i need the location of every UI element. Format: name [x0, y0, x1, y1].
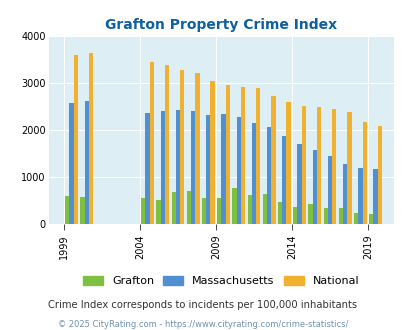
Bar — [342, 164, 346, 224]
Bar — [236, 117, 240, 224]
Bar — [171, 192, 175, 224]
Bar — [217, 198, 221, 224]
Bar — [301, 106, 305, 224]
Bar — [195, 73, 199, 224]
Bar — [141, 198, 145, 224]
Bar — [232, 188, 236, 224]
Bar — [210, 82, 214, 224]
Title: Grafton Property Crime Index: Grafton Property Crime Index — [105, 18, 337, 32]
Bar — [346, 112, 351, 224]
Bar — [69, 103, 73, 224]
Text: © 2025 CityRating.com - https://www.cityrating.com/crime-statistics/: © 2025 CityRating.com - https://www.city… — [58, 319, 347, 329]
Bar — [180, 70, 184, 224]
Bar — [164, 65, 169, 224]
Bar — [312, 149, 316, 224]
Bar — [308, 204, 312, 224]
Bar — [368, 214, 373, 224]
Bar — [357, 168, 362, 224]
Bar — [362, 122, 366, 224]
Bar — [84, 101, 89, 224]
Bar — [80, 197, 84, 224]
Bar — [262, 194, 266, 224]
Bar — [190, 111, 195, 224]
Bar — [353, 213, 357, 224]
Bar — [297, 144, 301, 224]
Bar — [175, 110, 180, 224]
Bar — [221, 115, 225, 224]
Bar — [323, 208, 327, 224]
Bar — [156, 200, 160, 224]
Bar — [160, 111, 164, 224]
Bar — [225, 85, 229, 224]
Bar — [338, 209, 342, 224]
Bar — [281, 137, 286, 224]
Bar — [240, 87, 245, 224]
Bar — [247, 195, 251, 224]
Bar — [145, 113, 149, 224]
Bar — [256, 88, 260, 224]
Bar — [286, 102, 290, 224]
Text: Crime Index corresponds to incidents per 100,000 inhabitants: Crime Index corresponds to incidents per… — [48, 300, 357, 310]
Legend: Grafton, Massachusetts, National: Grafton, Massachusetts, National — [79, 271, 362, 291]
Bar — [316, 107, 320, 224]
Bar — [331, 109, 335, 224]
Bar — [271, 96, 275, 224]
Bar — [73, 55, 78, 224]
Bar — [373, 169, 377, 224]
Bar — [89, 53, 93, 224]
Bar — [251, 122, 256, 224]
Bar — [277, 202, 281, 224]
Bar — [186, 191, 190, 224]
Bar — [149, 62, 153, 224]
Bar — [201, 198, 206, 224]
Bar — [292, 208, 297, 224]
Bar — [206, 115, 210, 224]
Bar — [266, 127, 271, 224]
Bar — [65, 196, 69, 224]
Bar — [327, 156, 331, 224]
Bar — [377, 126, 381, 224]
